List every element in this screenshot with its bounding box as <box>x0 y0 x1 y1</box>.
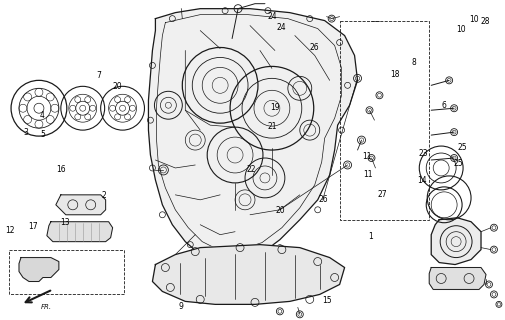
Text: 17: 17 <box>28 222 37 231</box>
Text: 24: 24 <box>277 23 286 32</box>
Text: 13: 13 <box>60 218 70 227</box>
Text: 16: 16 <box>57 165 66 174</box>
Text: 6: 6 <box>441 101 446 110</box>
Text: 10: 10 <box>457 25 466 34</box>
Text: 5: 5 <box>40 130 45 139</box>
Polygon shape <box>148 9 358 261</box>
Text: 20: 20 <box>113 82 123 91</box>
Polygon shape <box>429 268 486 289</box>
Polygon shape <box>431 218 481 265</box>
Text: 7: 7 <box>96 71 102 80</box>
Text: 3: 3 <box>24 128 29 137</box>
Text: 11: 11 <box>364 170 373 179</box>
Text: 25: 25 <box>458 143 468 152</box>
Text: 8: 8 <box>411 58 416 67</box>
Text: 4: 4 <box>40 111 45 120</box>
Text: 10: 10 <box>469 15 479 24</box>
Text: 19: 19 <box>270 103 280 112</box>
Text: FR.: FR. <box>41 304 52 310</box>
Text: 23: 23 <box>419 149 428 158</box>
Text: 1: 1 <box>368 232 373 241</box>
Text: 9: 9 <box>179 302 183 311</box>
Polygon shape <box>153 244 344 304</box>
Text: 26: 26 <box>309 43 319 52</box>
Text: 14: 14 <box>418 176 427 185</box>
Polygon shape <box>47 222 113 242</box>
Text: 18: 18 <box>390 70 399 79</box>
Text: 2: 2 <box>102 190 107 200</box>
Text: 22: 22 <box>247 165 256 174</box>
Text: 21: 21 <box>268 122 277 131</box>
Text: 25: 25 <box>454 159 464 168</box>
Text: 11: 11 <box>363 152 372 161</box>
Text: 20: 20 <box>275 206 285 215</box>
Text: 28: 28 <box>480 17 489 26</box>
Text: 12: 12 <box>6 226 15 235</box>
Text: 27: 27 <box>377 190 387 199</box>
Bar <box>340 20 429 220</box>
Bar <box>9 250 124 294</box>
Polygon shape <box>56 195 106 215</box>
Text: 26: 26 <box>318 195 328 204</box>
Polygon shape <box>19 258 59 282</box>
Text: 24: 24 <box>268 12 277 21</box>
Text: 15: 15 <box>322 296 332 305</box>
